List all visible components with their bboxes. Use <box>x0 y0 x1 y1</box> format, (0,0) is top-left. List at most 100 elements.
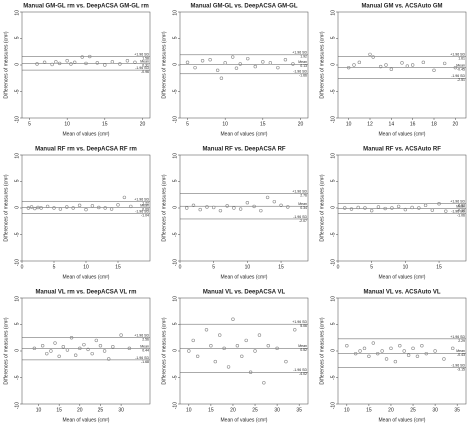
data-point <box>213 359 218 364</box>
panel: Manual VL vs. DeepACSA VL -10 -5 0 5 10 10 15 20… <box>161 290 309 423</box>
chart-title: Manual VL vs. ACSAuto VL <box>363 290 440 296</box>
reference-value: -0.12 <box>457 209 465 213</box>
data-point <box>133 60 137 65</box>
y-tick-label: -5 <box>330 232 336 237</box>
x-axis-label: Mean of values (cm²) <box>63 274 110 280</box>
data-point <box>253 64 257 69</box>
chart-title: Manual GM-GL vs. DeepACSA GM-GL <box>190 4 297 10</box>
data-point <box>367 354 371 359</box>
data-point <box>406 353 411 357</box>
data-point <box>253 349 257 353</box>
y-tick-label: -10 <box>14 116 20 123</box>
y-tick-label: 5 <box>330 322 336 325</box>
y-tick-label: -10 <box>172 259 178 266</box>
data-point <box>209 343 213 348</box>
data-point <box>78 346 82 351</box>
reference-label: +1.96 SD <box>450 52 465 56</box>
data-point <box>57 61 62 66</box>
reference-label: -1.96 SD <box>293 368 307 372</box>
data-point <box>69 62 73 66</box>
y-tick-label: 5 <box>330 179 336 182</box>
x-tick-label: 30 <box>432 407 438 413</box>
data-point <box>421 60 426 65</box>
reference-label: +1.96 SD <box>292 51 307 55</box>
panel: Manual VL vs. ACSAuto VL -10 -5 0 5 10 10 15 20 2… <box>319 290 467 423</box>
data-point <box>90 204 95 208</box>
data-point <box>110 60 115 64</box>
x-tick-label: 10 <box>245 264 251 270</box>
data-point <box>284 359 288 364</box>
y-tick-label: -5 <box>14 375 20 380</box>
x-tick-label: 25 <box>252 407 258 413</box>
data-point <box>400 61 404 65</box>
data-point <box>49 349 53 353</box>
data-point <box>369 208 374 213</box>
data-point <box>191 338 195 343</box>
y-tick-label: 0 <box>330 349 336 352</box>
data-point <box>390 206 394 210</box>
data-point <box>376 351 380 356</box>
data-point <box>42 60 47 65</box>
reference-value: 0.52 <box>300 348 307 352</box>
data-point <box>45 204 50 209</box>
data-point <box>208 57 212 62</box>
reference-value: 0.82 <box>458 204 465 208</box>
reference-value: -1.66 <box>299 74 307 78</box>
data-point <box>191 203 196 208</box>
data-point <box>90 351 94 356</box>
x-axis-label: Mean of values (cm²) <box>379 417 426 423</box>
reference-label: -1.96 SD <box>135 356 149 360</box>
data-point <box>61 345 65 349</box>
x-tick-label: 10 <box>36 407 42 413</box>
y-tick-label: 10 <box>172 296 178 302</box>
data-point <box>53 341 57 345</box>
data-point <box>268 61 273 65</box>
x-tick-label: 5 <box>53 264 56 270</box>
y-tick-label: -10 <box>172 116 178 123</box>
data-point <box>109 207 114 211</box>
x-tick-label: 20 <box>140 121 146 127</box>
reference-label: Mean <box>456 63 465 67</box>
reference-label: +1.96 SD <box>134 197 149 201</box>
data-point <box>358 349 362 353</box>
x-tick-label: 35 <box>296 407 302 413</box>
data-point <box>73 60 77 65</box>
data-point <box>77 203 82 208</box>
y-tick-label: -10 <box>14 259 20 266</box>
x-tick-label: 35 <box>454 407 460 413</box>
data-point <box>432 68 436 73</box>
data-point <box>39 206 43 210</box>
data-point <box>122 195 127 200</box>
data-point <box>286 205 290 209</box>
x-tick-label: 30 <box>118 407 124 413</box>
y-tick-label: -10 <box>14 402 20 409</box>
reference-label: Mean <box>298 202 307 206</box>
data-point <box>402 349 406 353</box>
data-point <box>389 346 393 351</box>
data-point <box>261 60 265 64</box>
reference-label: +1.96 SD <box>450 335 465 339</box>
reference-label: Mean <box>140 59 149 63</box>
x-tick-label: 10 <box>186 407 192 413</box>
data-point <box>343 206 347 210</box>
data-point <box>71 206 75 210</box>
data-point <box>349 207 354 211</box>
x-tick-label: 10 <box>403 264 409 270</box>
data-point <box>417 206 421 210</box>
y-tick-label: -5 <box>172 89 178 94</box>
data-point <box>223 61 227 65</box>
data-point <box>444 209 448 213</box>
y-tick-label: 5 <box>14 322 20 325</box>
x-tick-label: 15 <box>208 407 214 413</box>
data-point <box>424 351 428 356</box>
x-tick-label: 5 <box>212 264 215 270</box>
y-tick-label: -5 <box>14 89 20 94</box>
x-tick-label: 10 <box>83 264 89 270</box>
y-tick-label: 5 <box>172 179 178 182</box>
x-tick-label: 25 <box>98 407 104 413</box>
y-tick-label: 5 <box>172 322 178 325</box>
x-tick-label: 0 <box>179 264 182 270</box>
data-point <box>252 204 256 209</box>
panel: Manual GM vs. ACSAuto GM -10 -5 0 5 10 10 12 14 1… <box>319 4 467 137</box>
data-point <box>276 65 280 70</box>
